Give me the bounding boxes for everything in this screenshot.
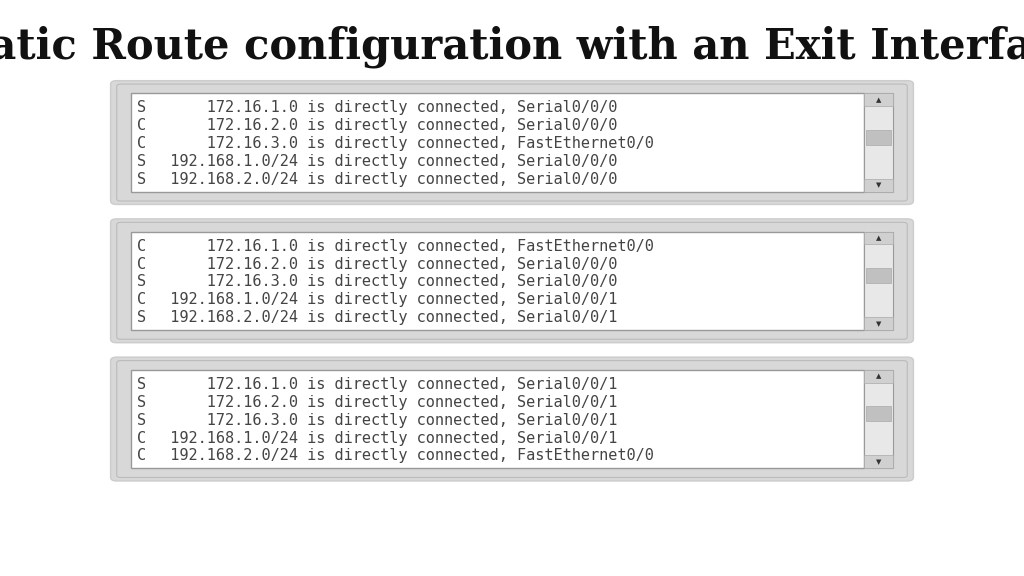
Text: C: C: [137, 238, 146, 254]
Bar: [864, 317, 893, 330]
Text: 192.168.1.0/24 is directly connected, Serial0/0/1: 192.168.1.0/24 is directly connected, Se…: [152, 430, 616, 446]
Text: C: C: [137, 256, 146, 272]
Text: S: S: [137, 172, 146, 187]
FancyBboxPatch shape: [117, 84, 907, 201]
Text: 192.168.1.0/24 is directly connected, Serial0/0/0: 192.168.1.0/24 is directly connected, Se…: [152, 154, 616, 169]
Text: 172.16.3.0 is directly connected, Serial0/0/0: 172.16.3.0 is directly connected, Serial…: [152, 274, 616, 290]
FancyBboxPatch shape: [111, 81, 913, 204]
Text: C: C: [137, 430, 146, 446]
FancyBboxPatch shape: [111, 219, 913, 343]
Bar: [864, 456, 893, 468]
Text: C: C: [137, 448, 146, 464]
Text: C: C: [137, 136, 146, 151]
Text: 172.16.1.0 is directly connected, FastEthernet0/0: 172.16.1.0 is directly connected, FastEt…: [152, 238, 653, 254]
Bar: [864, 179, 893, 192]
Text: S: S: [137, 395, 146, 410]
Text: S: S: [137, 100, 146, 116]
Bar: [864, 93, 893, 192]
Text: ▲: ▲: [876, 373, 882, 379]
Bar: [864, 232, 893, 330]
Text: Static Route configuration with an Exit Interface: Static Route configuration with an Exit …: [0, 26, 1024, 69]
Text: 192.168.1.0/24 is directly connected, Serial0/0/1: 192.168.1.0/24 is directly connected, Se…: [152, 292, 616, 308]
Text: ▼: ▼: [876, 459, 882, 465]
Text: 192.168.2.0/24 is directly connected, Serial0/0/0: 192.168.2.0/24 is directly connected, Se…: [152, 172, 616, 187]
Bar: [866, 268, 891, 283]
Text: 172.16.1.0 is directly connected, Serial0/0/1: 172.16.1.0 is directly connected, Serial…: [152, 377, 616, 392]
Bar: [864, 370, 893, 468]
Text: 172.16.1.0 is directly connected, Serial0/0/0: 172.16.1.0 is directly connected, Serial…: [152, 100, 616, 116]
Text: 172.16.3.0 is directly connected, Serial0/0/1: 172.16.3.0 is directly connected, Serial…: [152, 412, 616, 428]
FancyBboxPatch shape: [111, 357, 913, 481]
Text: S: S: [137, 377, 146, 392]
Text: 192.168.2.0/24 is directly connected, FastEthernet0/0: 192.168.2.0/24 is directly connected, Fa…: [152, 448, 653, 464]
Text: ▼: ▼: [876, 183, 882, 188]
Text: C: C: [137, 292, 146, 308]
Bar: [864, 93, 893, 106]
Bar: [131, 370, 864, 468]
Bar: [864, 370, 893, 382]
Text: C: C: [137, 118, 146, 134]
Text: ▼: ▼: [876, 321, 882, 327]
Bar: [864, 232, 893, 244]
FancyBboxPatch shape: [117, 361, 907, 478]
Text: S: S: [137, 310, 146, 325]
Text: 172.16.2.0 is directly connected, Serial0/0/1: 172.16.2.0 is directly connected, Serial…: [152, 395, 616, 410]
Text: 192.168.2.0/24 is directly connected, Serial0/0/1: 192.168.2.0/24 is directly connected, Se…: [152, 310, 616, 325]
Text: ▲: ▲: [876, 97, 882, 103]
Bar: [866, 130, 891, 145]
Text: 172.16.2.0 is directly connected, Serial0/0/0: 172.16.2.0 is directly connected, Serial…: [152, 256, 616, 272]
Text: S: S: [137, 412, 146, 428]
Bar: [131, 93, 864, 192]
Text: ▲: ▲: [876, 235, 882, 241]
Text: 172.16.3.0 is directly connected, FastEthernet0/0: 172.16.3.0 is directly connected, FastEt…: [152, 136, 653, 151]
Bar: [866, 406, 891, 421]
Bar: [131, 232, 864, 330]
Text: 172.16.2.0 is directly connected, Serial0/0/0: 172.16.2.0 is directly connected, Serial…: [152, 118, 616, 134]
Text: S: S: [137, 154, 146, 169]
FancyBboxPatch shape: [117, 222, 907, 339]
Text: S: S: [137, 274, 146, 290]
